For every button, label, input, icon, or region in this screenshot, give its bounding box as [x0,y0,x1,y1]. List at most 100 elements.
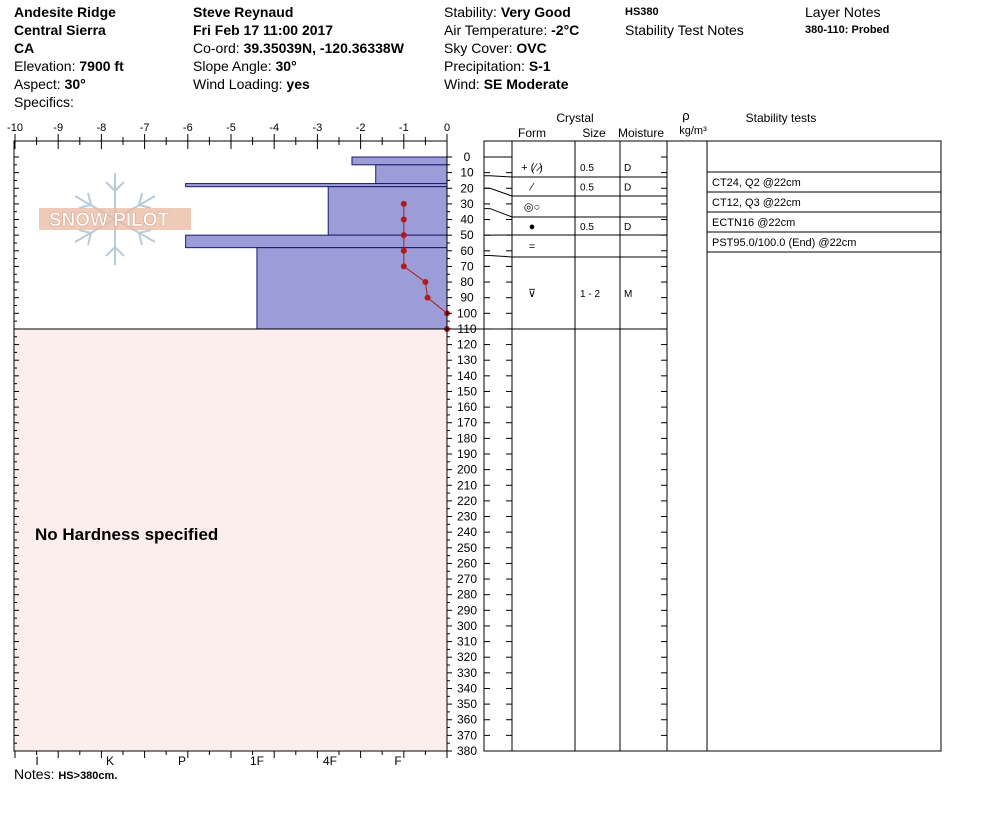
depth-label-9: 90 [460,291,474,305]
depth-label-17: 170 [457,416,477,430]
depth-label-14: 140 [457,369,477,383]
depth-label-8: 80 [460,275,474,289]
stability-test-notes-title: Stability Test Notes [625,22,744,38]
temperature-profile [400,200,450,332]
temperature-point-1 [400,216,407,223]
temperature-point-6 [424,294,431,301]
form-header: Form [518,126,546,140]
layer-table: Crystal Form Size Moisture ρ kg/m³ Stability t… [483,108,942,752]
depth-label-15: 150 [457,384,477,398]
crystal-header: Crystal [556,111,593,125]
notes: Notes: HS>380cm. [14,766,117,782]
layer-form-4: = [529,241,535,253]
stability-tests-header: Stability tests [746,111,817,125]
temp-tick-label-1: -9 [53,122,63,134]
temp-tick-label-6: -4 [269,122,279,134]
temp-tick-label-3: -7 [140,122,150,134]
depth-label-13: 130 [457,353,477,367]
hardness-bar-0 [351,156,448,166]
depth-label-27: 270 [457,572,477,586]
depth-label-32: 320 [457,650,477,664]
depth-label-7: 70 [460,259,474,273]
hardness-label-2: P [178,754,186,768]
layer-size-5: 1 - 2 [580,289,600,300]
state: CA [14,40,35,56]
notes-value: HS>380cm. [58,770,118,782]
depth-label-29: 290 [457,603,477,617]
depth-label-23: 230 [457,510,477,524]
elevation: Elevation: 7900 ft [14,58,124,74]
hardness-bars [185,156,448,330]
temperature-point-0 [400,200,407,207]
weather-info: Stability: Very Good Air Temperature: -2… [444,3,579,93]
depth-label-21: 210 [457,478,477,492]
wind: Wind: SE Moderate [444,76,569,92]
depth-label-4: 40 [460,213,474,227]
layer-connector-2 [484,208,513,218]
snowpilot-logo: SNOW PILOT [39,173,191,265]
temperature-point-3 [400,247,407,254]
temp-tick-label-2: -8 [97,122,107,134]
layer-form-1: ⁄ [528,182,535,194]
aspect: Aspect: 30° [14,76,86,92]
temp-tick-label-10: 0 [444,122,450,134]
layer-moisture-1: D [624,183,631,194]
density-symbol: ρ [682,108,689,123]
depth-label-36: 360 [457,713,477,727]
layer-form-5: ⊽ [528,288,536,300]
hardness-bar-3 [327,186,448,236]
precipitation: Precipitation: S-1 [444,58,551,74]
layer-moisture-5: M [624,289,632,300]
layer-size-0: 0.5 [580,163,594,174]
depth-label-28: 280 [457,588,477,602]
stability-test-0: CT24, Q2 @22cm [712,177,801,189]
depth-label-16: 160 [457,400,477,414]
moisture-header: Moisture [618,126,664,140]
stability-test-1: CT12, Q3 @22cm [712,197,801,209]
depth-label-24: 240 [457,525,477,539]
depth-label-37: 370 [457,728,477,742]
temp-tick-label-8: -2 [356,122,366,134]
depth-label-22: 220 [457,494,477,508]
layer-connector-0 [484,175,513,178]
logo-text: SNOW PILOT [49,210,170,231]
layer-size-3: 0.5 [580,222,594,233]
hardness-bar-1 [375,164,448,185]
size-header: Size [582,126,606,140]
stability-test-2: ECTN16 @22cm [712,217,795,229]
depth-label-19: 190 [457,447,477,461]
density-unit: kg/m³ [679,125,707,137]
specifics: Specifics: [14,94,74,110]
temperature-point-5 [422,279,429,286]
depth-label-30: 300 [457,619,477,633]
depth-label-38: 380 [457,744,477,758]
layer-connector-1 [484,187,513,197]
hardness-label-0: I [35,754,38,768]
depth-label-10: 100 [457,306,477,320]
test-notes-header: HS380 Stability Test Notes [625,3,744,39]
sky-cover: Sky Cover: OVC [444,40,547,56]
depth-label-6: 60 [460,244,474,258]
temp-tick-label-0: -10 [7,122,23,134]
hardness-label-5: F [394,754,401,768]
temp-tick-label-9: -1 [399,122,409,134]
layer-form-2: ◎○ [524,202,540,214]
temp-tick-label-4: -6 [183,122,193,134]
layer-connector-4 [484,254,513,258]
depth-label-34: 340 [457,681,477,695]
depth-label-1: 10 [460,166,474,180]
stability: Stability: Very Good [444,4,571,20]
depth-label-31: 310 [457,635,477,649]
stability-test-3: PST95.0/100.0 (End) @22cm [712,237,856,249]
hardness-label-4: 4F [323,754,337,768]
hardness-bar-4 [185,234,448,249]
probed-region [14,328,447,751]
depth-label-0: 0 [464,150,471,164]
notes-label: Notes: [14,766,55,782]
temp-tick-label-5: -5 [226,122,236,134]
layer-form-0: + (⁄ ̷) [521,162,543,174]
depth-label-5: 50 [460,228,474,242]
temperature-point-4 [400,263,407,270]
layer-notes-title: Layer Notes [805,4,881,20]
